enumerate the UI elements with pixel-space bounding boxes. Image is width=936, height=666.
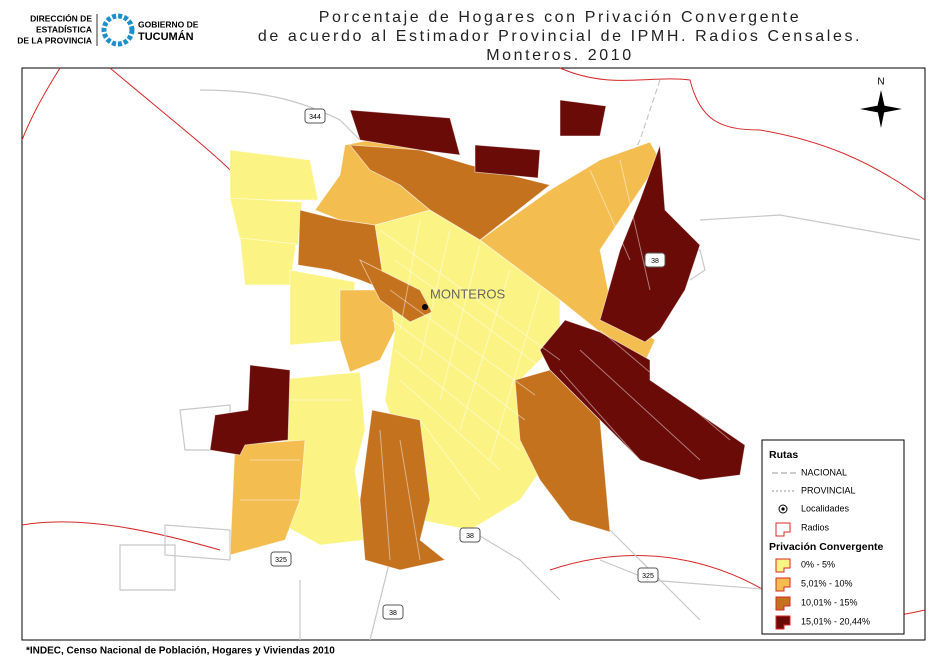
org-line: ESTADÍSTICA [36, 24, 92, 34]
road-shield [459, 527, 481, 543]
census-zone [229, 149, 319, 201]
road [119, 524, 231, 591]
legend-point [778, 504, 788, 514]
org-line: DE LA PROVINCIA [17, 35, 92, 45]
locality-point [422, 304, 428, 310]
title-line: de acuerdo al Estimador Provincial de IP… [258, 28, 862, 45]
census-zone [599, 144, 701, 343]
legend: Rutas NACIONAL PROVINCIAL Localidades Ra… [761, 439, 905, 635]
boundary [21, 67, 61, 141]
legend-swatch [775, 577, 791, 592]
census-zone [349, 144, 551, 241]
road-shield-label: 325 [275, 557, 287, 564]
census-zone [474, 144, 541, 179]
road [299, 529, 901, 641]
legend-label: 10,01% - 15% [801, 597, 858, 607]
legend-label: NACIONAL [801, 467, 847, 477]
legend-label: Radios [801, 522, 830, 532]
org-line: DIRECCIÓN DE [30, 12, 92, 23]
org-line: GOBIERNO DE [138, 19, 199, 29]
road-shield-label: 344 [309, 114, 321, 121]
legend-swatch [775, 558, 791, 573]
census-zone [229, 197, 303, 246]
title-line: Monteros. 2010 [486, 47, 634, 64]
north-label: N [877, 77, 884, 88]
source-note: *INDEC, Censo Nacional de Población, Hog… [26, 646, 335, 657]
org-line: TUCUMÁN [138, 30, 194, 43]
road [699, 214, 921, 241]
census-zone [229, 439, 306, 556]
road [199, 89, 361, 141]
road-shield [637, 567, 659, 583]
legend-label: 5,01% - 10% [801, 578, 853, 588]
census-zone [359, 409, 446, 571]
census-zone [359, 259, 433, 323]
legend-heading: Rutas [769, 449, 798, 461]
boundary [109, 67, 231, 171]
road-shield [304, 108, 326, 124]
legend-label: 0% - 5% [801, 559, 835, 569]
boundary [559, 67, 926, 201]
legend-swatch [775, 522, 791, 537]
road-shield-label: 38 [389, 610, 397, 617]
legend-label: 15,01% - 20,44% [801, 616, 870, 626]
road-shield [644, 252, 666, 268]
road-shield-label: 38 [466, 533, 474, 540]
road-shield [382, 604, 404, 620]
locality-label: MONTEROS [430, 286, 505, 301]
census-zone [479, 141, 661, 363]
legend-heading: Privación Convergente [769, 541, 884, 553]
legend-label: Localidades [801, 503, 850, 513]
legend-label: PROVINCIAL [801, 485, 856, 495]
legend-point [781, 507, 785, 511]
census-zone [559, 99, 607, 137]
logo-icon [101, 13, 135, 47]
map-area: MONTEROS 344 38 38 325 325 38 N [21, 67, 926, 641]
logo-estadistica: DIRECCIÓN DE ESTADÍSTICA DE LA PROVINCIA… [17, 12, 199, 47]
legend-swatch [775, 615, 791, 630]
road-shield-label: 325 [642, 573, 654, 580]
census-zone [349, 109, 461, 156]
street-grid [240, 159, 731, 561]
north-arrow: N [860, 77, 902, 128]
census-zone [209, 364, 291, 456]
census-zone [239, 237, 297, 286]
road-shield [270, 551, 292, 567]
title-line: Porcentaje de Hogares con Privación Conv… [319, 9, 801, 26]
census-zone [539, 319, 746, 481]
boundary [21, 521, 221, 551]
legend-swatch [775, 596, 791, 611]
road-shield-label: 38 [651, 258, 659, 265]
